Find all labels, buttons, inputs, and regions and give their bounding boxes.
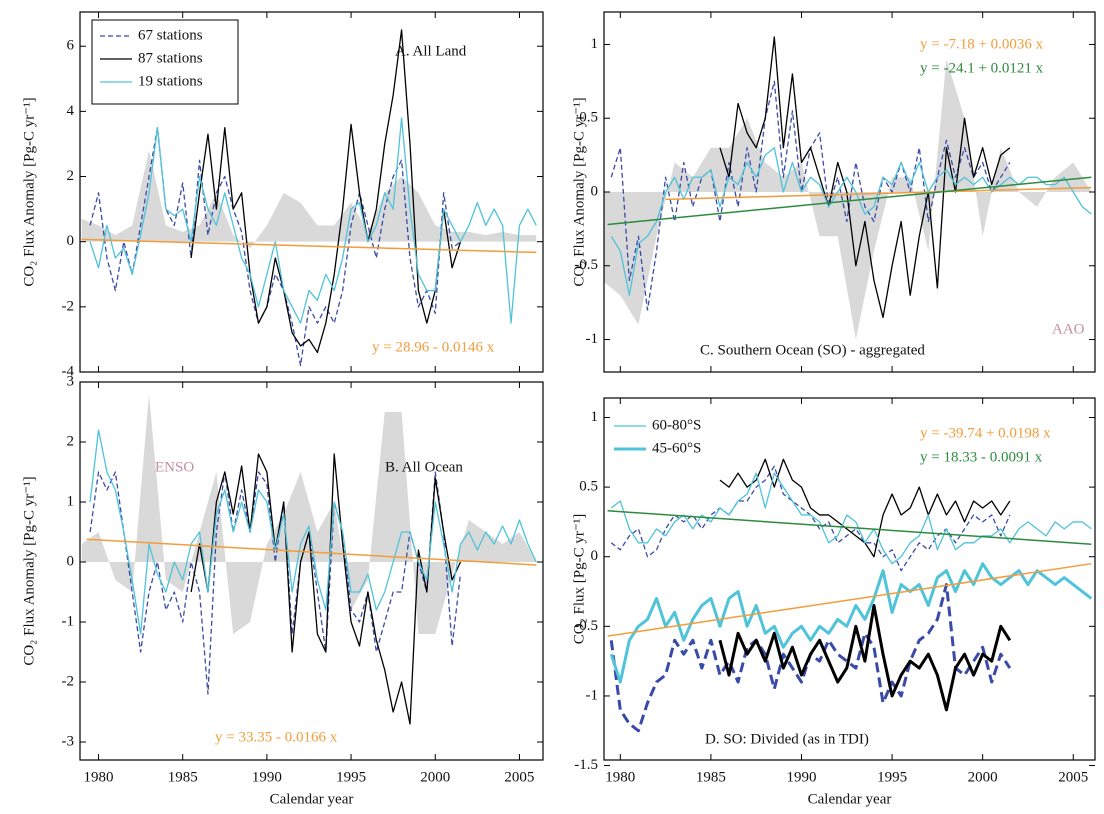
x-axis-label: Calendar year xyxy=(270,791,354,807)
y-tick-label: 0 xyxy=(67,233,75,249)
x-tick-label: 2005 xyxy=(504,769,534,785)
y-axis-label: CO₂ Flux Anomaly [Pg-C yr⁻¹] xyxy=(21,97,37,286)
series-line xyxy=(89,471,462,695)
y-tick-label: 4 xyxy=(67,103,75,119)
trend-line xyxy=(607,176,1092,226)
legend-label: 19 stations xyxy=(138,73,203,89)
x-tick-label: 1985 xyxy=(696,769,726,785)
trend-equation: y = -7.18 + 0.0036 x xyxy=(920,36,1044,52)
legend-label: 87 stations xyxy=(138,50,203,66)
plot-frame xyxy=(79,11,544,373)
y-tick-label: -1 xyxy=(586,331,599,347)
x-tick-label: 1985 xyxy=(168,769,198,785)
y-tick-label: 6 xyxy=(67,38,75,54)
trend-equation: y = 33.35 - 0.0166 x xyxy=(215,729,338,745)
plot-area xyxy=(81,29,537,367)
trend-line xyxy=(607,562,1092,637)
x-tick-label: 1995 xyxy=(877,769,907,785)
y-tick-label: -4 xyxy=(62,363,75,379)
x-tick-label: 1980 xyxy=(84,769,114,785)
legend-label: 67 stations xyxy=(138,27,203,43)
trend-line xyxy=(607,510,1092,545)
y-tick-label: 0 xyxy=(67,553,75,569)
trend-equation: y = -39.74 + 0.0198 x xyxy=(920,425,1051,441)
series-line xyxy=(89,429,537,635)
trend-equation: y = 18.33 - 0.0091 x xyxy=(920,449,1043,465)
series-line xyxy=(610,472,1092,565)
x-tick-label: 2005 xyxy=(1058,769,1088,785)
series-line xyxy=(89,117,537,324)
legend-label: 60-80°S xyxy=(652,417,701,433)
x-tick-label: 1990 xyxy=(786,769,816,785)
y-tick-label: 2 xyxy=(67,433,75,449)
y-tick-label: 3 xyxy=(67,373,75,389)
series-line xyxy=(718,603,1012,712)
trend-equation: y = -24.1 + 0.0121 x xyxy=(920,60,1044,76)
trend-equation: y = 28.96 - 0.0146 x xyxy=(372,339,495,355)
panel-title: D. SO: Divided (as in TDI) xyxy=(705,731,869,747)
plot-area xyxy=(81,394,537,725)
series-line xyxy=(610,465,1011,572)
index-label: AAO xyxy=(1052,321,1085,337)
y-tick-label: 1 xyxy=(67,493,75,509)
y-tick-label: -0.5 xyxy=(574,257,598,273)
x-tick-label: 1980 xyxy=(605,769,635,785)
y-axis-label: CO₂ Flux Anomaly [Pg-C yr⁻¹] xyxy=(571,97,587,286)
trend-line xyxy=(86,538,537,566)
plot-frame xyxy=(603,397,1096,761)
panel-title: B. All Ocean xyxy=(385,459,463,475)
x-tick-label: 1995 xyxy=(336,769,366,785)
index-label: ENSO xyxy=(155,459,194,475)
series-line xyxy=(89,127,461,367)
plot-area xyxy=(604,36,1092,340)
y-axis-label: CO₂ Flux Anomaly [Pg-C yr⁻¹] xyxy=(21,476,37,665)
series-line xyxy=(190,453,462,725)
panel-title: C. Southern Ocean (SO) - aggregated xyxy=(700,342,925,358)
series-line xyxy=(190,29,462,354)
y-tick-label: -0.5 xyxy=(574,618,598,634)
y-tick-label: -2 xyxy=(62,673,75,689)
x-tick-label: 2000 xyxy=(968,769,998,785)
y-tick-label: 0.5 xyxy=(579,110,598,126)
trend-line xyxy=(81,238,537,254)
y-tick-label: 2 xyxy=(67,168,75,184)
index-area xyxy=(81,394,537,634)
x-tick-label: 2000 xyxy=(420,769,450,785)
index-area xyxy=(81,150,537,249)
y-tick-label: 0 xyxy=(591,548,599,564)
x-axis-label: Calendar year xyxy=(808,791,892,807)
y-tick-label: 1 xyxy=(591,36,599,52)
legend-frame xyxy=(91,19,239,105)
trend-line xyxy=(665,186,1092,201)
y-axis-label: CO₂ Flux [Pg-C yr⁻¹] xyxy=(571,514,587,645)
y-tick-label: -1 xyxy=(62,613,75,629)
plot-area xyxy=(607,458,1093,733)
y-tick-label: 1 xyxy=(591,409,599,425)
panel-title: A. All Land xyxy=(395,43,467,59)
legend-label: 45-60°S xyxy=(652,440,701,456)
y-tick-label: -1 xyxy=(586,687,599,703)
series-line xyxy=(719,36,1011,319)
y-tick-label: 0 xyxy=(591,183,599,199)
series-line xyxy=(610,147,1092,296)
x-tick-label: 1990 xyxy=(252,769,282,785)
y-tick-label: -2 xyxy=(62,298,75,314)
plot-frame xyxy=(79,381,544,761)
y-tick-label: -1.5 xyxy=(574,757,598,773)
y-tick-label: 0.5 xyxy=(579,479,598,495)
y-tick-label: -3 xyxy=(62,733,75,749)
